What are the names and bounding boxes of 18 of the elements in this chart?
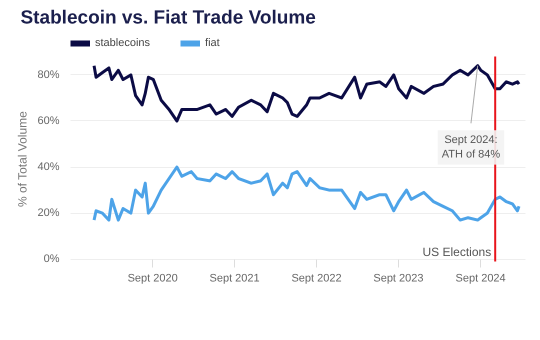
x-tick-label: Sept 2023 [373, 272, 424, 284]
x-tick-label: Sept 2022 [291, 272, 342, 284]
y-tick-label: 20% [37, 207, 60, 220]
ref-line-label: US Elections [422, 245, 492, 260]
chart-title: Stablecoin vs. Fiat Trade Volume [20, 8, 316, 28]
legend-label: stablecoins [95, 37, 150, 49]
x-tick-label: Sept 2020 [128, 272, 178, 284]
y-tick-label: 60% [37, 114, 60, 127]
y-axis-title: % of Total Volume [15, 110, 30, 208]
line-series [92, 166, 520, 222]
y-tick-label: 0% [44, 253, 60, 266]
x-tick-label: Sept 2021 [210, 272, 260, 284]
y-tick-label: 40% [37, 161, 60, 174]
legend-label: fiat [205, 37, 221, 49]
x-tick-label: Sept 2024 [456, 272, 506, 284]
y-tick-label: 80% [37, 68, 60, 81]
line-series [92, 64, 520, 122]
annotation: Sept 2024: ATH of 84% [442, 134, 500, 161]
